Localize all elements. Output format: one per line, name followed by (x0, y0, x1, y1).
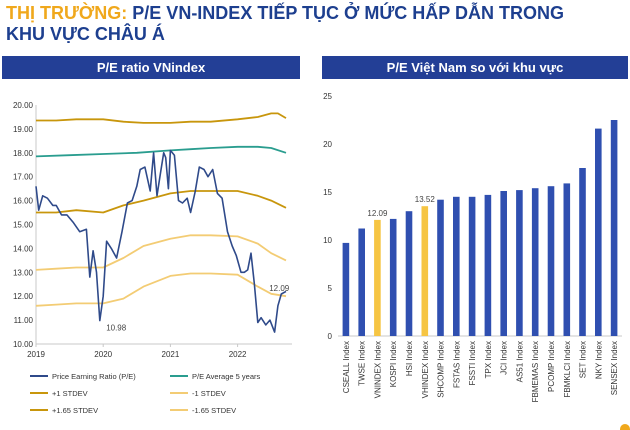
bar (437, 199, 444, 336)
y-tick-label: 13.00 (13, 268, 34, 277)
x-tick-label: HSI Index (405, 341, 414, 376)
x-tick-label: SENSEX Index (610, 341, 619, 395)
data-label: 13.52 (415, 195, 436, 204)
y-tick-label: 10.00 (13, 340, 34, 349)
legend-label: +1.65 STDEV (52, 406, 98, 415)
y-tick-label: 25 (323, 92, 332, 101)
y-tick-label: 12.00 (13, 292, 34, 301)
data-label: 12.09 (367, 209, 388, 218)
headline-accent: THỊ TRƯỜNG: (6, 3, 128, 23)
series-line-price-earning-ratio-p-e- (35, 149, 287, 333)
x-tick-label: NKY Index (594, 341, 603, 379)
legend-label: Price Earning Ratio (P/E) (52, 372, 136, 381)
pe-comparison-bar-chart: 0 5 10 15 20 25 CSEALL Index TWSE Index VNINDEX … (323, 92, 622, 402)
x-tick-label: FBMEMAS Index (531, 341, 540, 402)
legend-label: +1 STDEV (52, 389, 88, 398)
bar (610, 120, 618, 336)
x-tick-label: JCI Index (500, 341, 509, 375)
x-tick-label: TWSE Index (358, 341, 367, 386)
bar (468, 196, 476, 336)
left-chart-header: P/E ratio VNindex (2, 56, 300, 79)
x-tick-label: SET Index (579, 341, 588, 378)
bar (579, 168, 586, 336)
x-tick-label: 2021 (162, 350, 180, 359)
y-tick-label: 10 (323, 236, 332, 245)
pe-ratio-line-chart: 10.00 11.00 12.00 13.00 14.00 15.00 16.00 17.00… (13, 101, 292, 415)
bar (563, 183, 571, 336)
y-tick-label: 11.00 (14, 316, 34, 325)
bar (405, 211, 413, 336)
bar (389, 218, 397, 336)
data-label: 10.98 (106, 324, 127, 333)
corner-decoration (620, 424, 630, 430)
bar (484, 194, 492, 336)
bar (500, 191, 507, 336)
bar (595, 128, 602, 336)
x-tick-label: 2019 (27, 350, 45, 359)
y-tick-label: 19.00 (13, 125, 34, 134)
x-tick-label: TPX Index (484, 341, 493, 378)
series-line--1-stdev (36, 190, 287, 214)
x-tick-label: VHINDEX Index (421, 341, 430, 398)
legend-label: -1 STDEV (192, 389, 226, 398)
legend-label: -1.65 STDEV (192, 406, 236, 415)
y-tick-label: 17.00 (13, 173, 34, 182)
legend-label: P/E Average 5 years (192, 372, 260, 381)
x-tick-label: AS51 Index (515, 341, 524, 382)
y-tick-label: 15 (323, 188, 332, 197)
bar (453, 196, 460, 336)
x-tick-label: VNINDEX Index (373, 341, 382, 398)
y-tick-label: 15.00 (13, 221, 34, 230)
x-tick-label: FBMKLCI Index (563, 341, 572, 397)
series-line--1-stdev (35, 234, 287, 271)
bar (374, 219, 381, 336)
x-tick-label: KOSPI Index (389, 341, 398, 387)
headline-main: P/E VN-INDEX TIẾP TỤC Ở MỨC HẤP DẪN TRON… (132, 3, 564, 23)
y-tick-label: 0 (328, 332, 333, 341)
series-line--1-65-stdev (36, 112, 287, 124)
y-tick-label: 20.00 (13, 101, 34, 110)
y-tick-label: 14.00 (13, 244, 34, 253)
y-tick-label: 5 (328, 284, 333, 293)
right-chart-header: P/E Việt Nam so với khu vực (322, 56, 628, 79)
x-tick-label: 2020 (94, 350, 112, 359)
headline-line2: KHU VỰC CHÂU Á (6, 24, 165, 44)
x-tick-label: 2022 (229, 350, 247, 359)
x-tick-label: FSTAS Index (452, 341, 461, 388)
x-tick-label: CSEALL Index (342, 341, 351, 393)
y-tick-label: 20 (323, 140, 332, 149)
bar (531, 188, 539, 336)
data-label: 12.09 (269, 284, 290, 293)
x-tick-label: SHCOMP Index (437, 341, 446, 398)
bar (342, 242, 350, 336)
headline: THỊ TRƯỜNG: P/E VN-INDEX TIẾP TỤC Ở MỨC … (6, 3, 616, 45)
series-line-p-e-average-5-years (35, 145, 287, 158)
x-tick-label: PCOMP Index (547, 341, 556, 392)
bar (547, 186, 555, 336)
bar (421, 206, 429, 336)
y-tick-label: 16.00 (13, 197, 34, 206)
bar (516, 190, 523, 336)
y-tick-label: 18.00 (13, 149, 34, 158)
bar (358, 228, 365, 336)
x-tick-label: FSSTI Index (468, 341, 477, 385)
series-line--1-65-stdev (35, 272, 287, 307)
